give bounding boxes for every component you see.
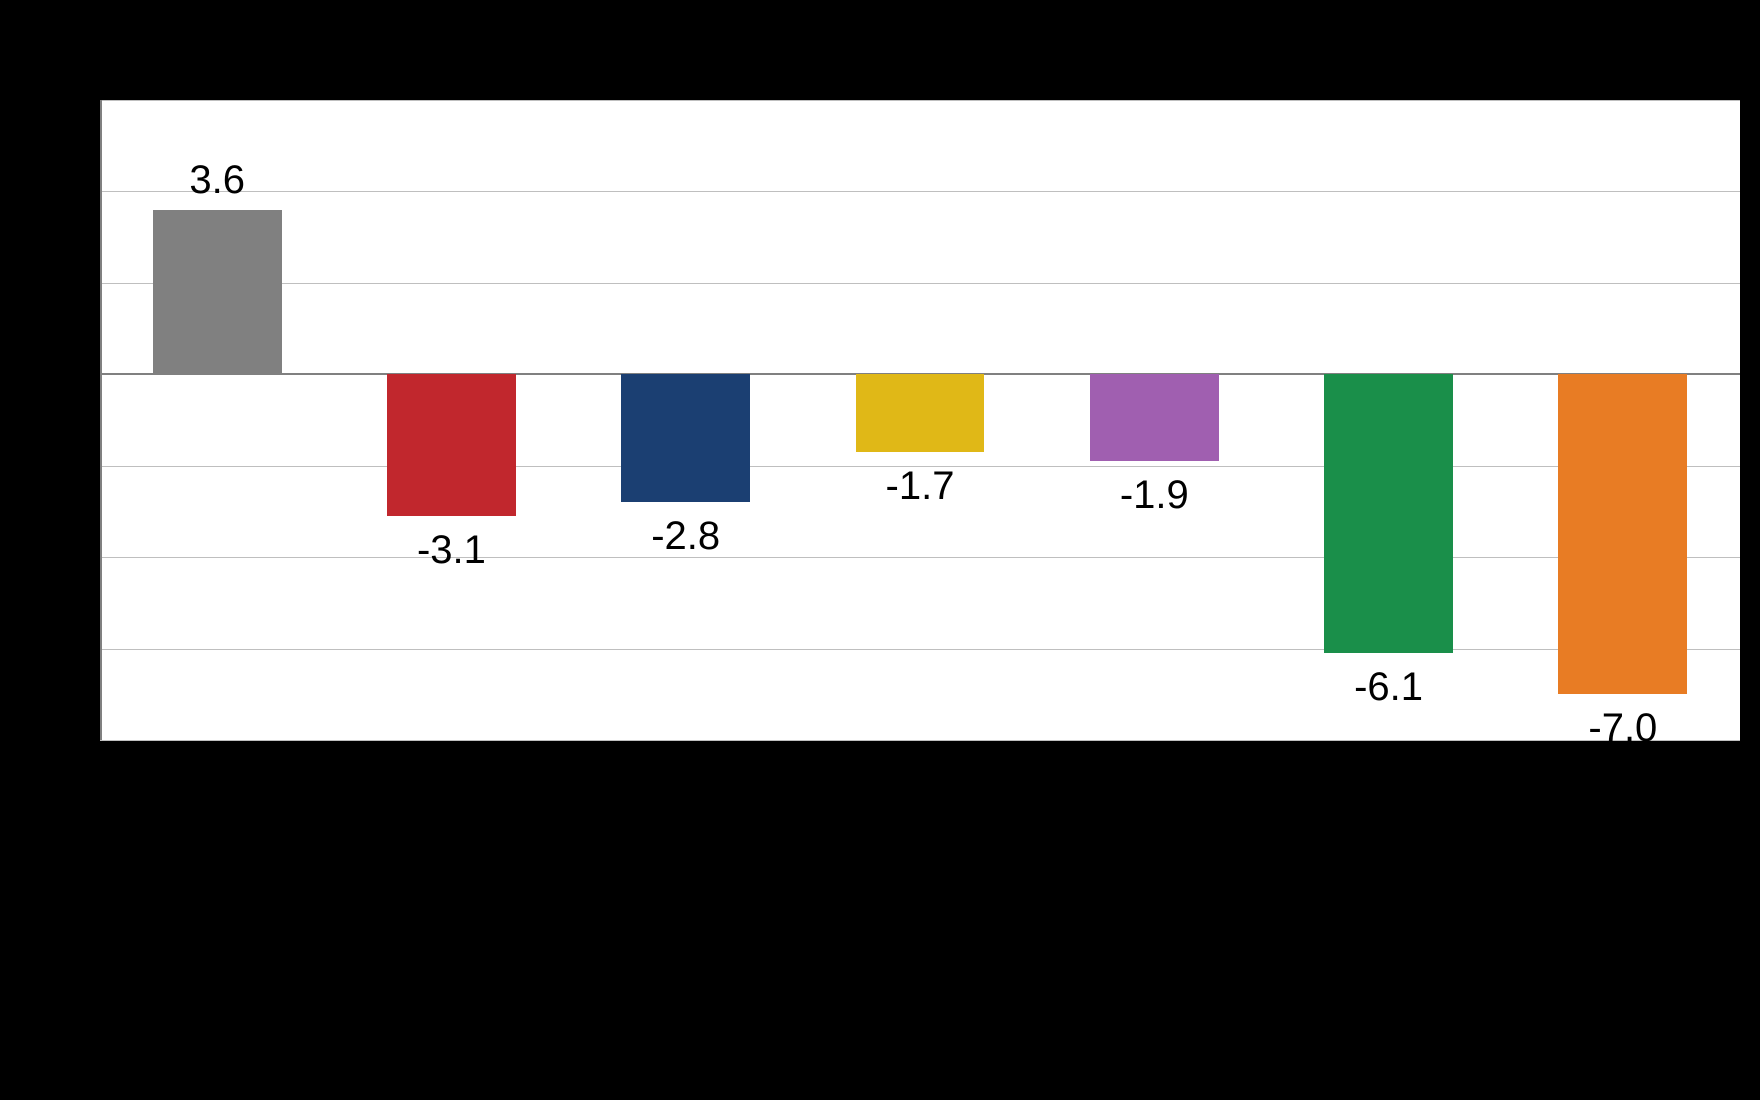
plot-area: 3.6-3.1-2.8-1.7-1.9-6.1-7.0: [100, 100, 1740, 740]
bar: [1324, 374, 1453, 653]
bar: [1090, 374, 1219, 461]
bar-value-label: -1.7: [886, 464, 955, 509]
bar: [1558, 374, 1687, 694]
gridline: [100, 191, 1740, 192]
bar: [621, 374, 750, 502]
bar-value-label: -2.8: [651, 514, 720, 559]
bar-chart: 3.6-3.1-2.8-1.7-1.9-6.1-7.0: [100, 100, 1740, 740]
gridline: [100, 100, 1740, 101]
bar-value-label: -7.0: [1588, 706, 1657, 751]
gridline: [100, 740, 1740, 741]
bar-value-label: -1.9: [1120, 473, 1189, 518]
bar: [153, 210, 282, 375]
bar-value-label: 3.6: [189, 158, 245, 203]
bar: [387, 374, 516, 516]
gridline: [100, 557, 1740, 558]
gridline: [100, 649, 1740, 650]
bar-value-label: -6.1: [1354, 665, 1423, 710]
gridline: [100, 283, 1740, 284]
bar-value-label: -3.1: [417, 528, 486, 573]
y-axis-line: [100, 100, 102, 740]
bar: [856, 374, 985, 452]
